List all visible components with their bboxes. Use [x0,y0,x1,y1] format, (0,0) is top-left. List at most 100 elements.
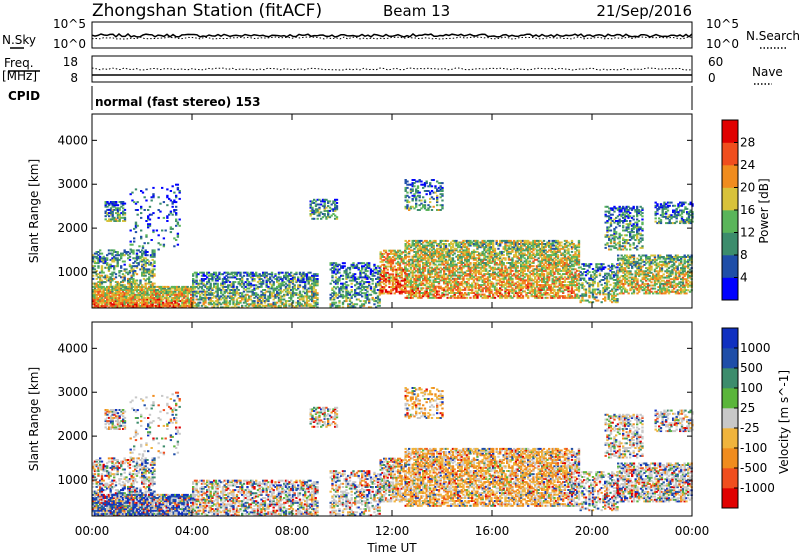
power-cell [485,268,487,270]
power-cell [144,196,146,198]
power-cell [373,264,375,266]
noise-sky-line [92,34,692,37]
power-cell [115,276,117,278]
power-cell [359,300,361,302]
power-cell [144,242,146,244]
power-cell [342,275,344,277]
power-cell [163,201,165,203]
power-cell [417,185,419,187]
power-cell [142,245,144,247]
power-cell [385,250,387,252]
power-cell [273,281,275,283]
power-cell [153,268,155,270]
power-cell [336,202,338,204]
power-cell [419,192,421,194]
power-cell [177,184,179,186]
power-cell [196,295,198,297]
noise-search-line [92,37,692,39]
power-cell [159,203,161,205]
power-cell [146,251,148,253]
freq-tick-top: 18 [63,55,78,69]
power-cell [368,299,370,301]
power-cell [342,278,344,280]
power-cell [175,219,177,221]
power-cell [152,187,154,189]
freq-panel: Freq. [MHz] 18 8 60 0 Nave [2,55,783,85]
power-cell [173,245,175,247]
power-cell [94,265,96,267]
power-cell [504,257,506,259]
power-cell [424,204,426,206]
power-cell [351,289,353,291]
power-cell [175,209,177,211]
power-cell [420,181,422,183]
power-cell [159,211,161,213]
power-cell [408,201,410,203]
power-cell [179,198,181,200]
power-cell [115,201,117,203]
power-cell [163,237,165,239]
power-cell [271,272,273,274]
nave-tick-bottom: 0 [708,71,716,85]
power-cell [466,297,468,299]
power-cell [336,199,338,201]
power-cell [469,262,471,264]
power-cell [153,273,155,275]
power-cell [120,270,122,272]
power-cell [385,285,387,287]
power-cell [349,272,351,274]
power-cell [210,283,212,285]
power-cell [132,249,134,251]
nave-label: Nave [752,65,783,79]
power-cell [138,245,140,247]
power-cell [129,259,131,261]
power-cell [408,240,410,242]
power-cell [175,239,177,241]
power-cell [436,195,438,197]
power-cell [511,278,513,280]
power-cell [124,203,126,205]
power-cell [447,240,449,242]
power-cell [106,257,108,259]
radar-figure: Zhongshan Station (fitACF) Beam 13 21/Se… [0,0,800,554]
power-cell [172,214,174,216]
power-cell [441,200,443,202]
power-cell [434,240,436,242]
cpid-value: normal (fast stereo) 153 [95,95,261,109]
power-cell [147,242,149,244]
power-cell [137,225,139,227]
power-cell [352,262,354,264]
power-cell [140,217,142,219]
power-cell [422,196,424,198]
power-cell [175,206,177,208]
power-cell [158,217,160,219]
power-cell [172,228,174,230]
power-cell [295,272,297,274]
power-cell [149,219,151,221]
power-cell [412,188,414,190]
power-cell [408,196,410,198]
power-cell [170,190,172,192]
power-cell [133,237,135,239]
date-label: 21/Sep/2016 [596,2,692,20]
power-cell [454,260,456,262]
power-cell [281,272,283,274]
power-cell [438,290,440,292]
power-cell [368,281,370,283]
power-cell [373,275,375,277]
power-cell [135,231,137,233]
power-cell [431,209,433,211]
power-cell [469,297,471,299]
power-cell [338,305,340,307]
power-cell [101,265,103,267]
power-cell [294,276,296,278]
power-cell [503,254,505,256]
power-cell [101,253,103,255]
power-cell [274,273,276,275]
power-cell [179,219,181,221]
power-cell [199,302,201,304]
station-title: Zhongshan Station (fitACF) [92,1,322,21]
power-cell [253,278,255,280]
power-cell [215,272,217,274]
